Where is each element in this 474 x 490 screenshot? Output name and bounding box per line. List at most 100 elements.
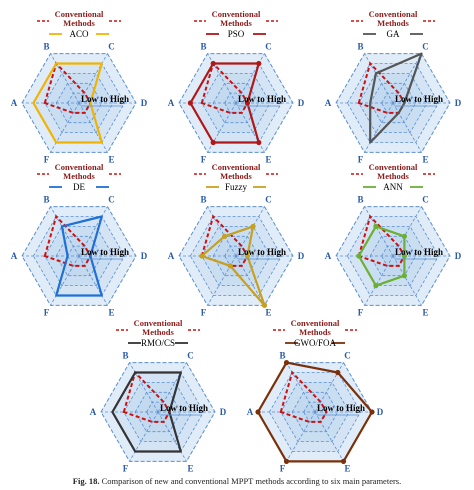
caption-label: Fig. 18. (72, 476, 100, 486)
axis-label-f: F (201, 307, 207, 317)
axis-label-d: D (220, 407, 227, 417)
radar-spoke-f (286, 411, 316, 462)
legend-method-label: Fuzzy (225, 182, 247, 192)
radar-spoke-e (157, 411, 187, 462)
radar-spoke-e (314, 411, 344, 462)
radar-spoke-e (392, 102, 422, 153)
axis-label-a: A (90, 407, 97, 417)
axis-label-d: D (298, 98, 305, 108)
series-rmo-cs (111, 371, 182, 453)
axis-label-c: C (108, 195, 115, 205)
point-fuzzy-a (199, 253, 205, 259)
legend-method-label: ANN (383, 182, 403, 192)
series-de (55, 215, 103, 297)
axis-label-b: B (43, 42, 49, 52)
radar-spoke-e (78, 102, 108, 153)
figure-caption: Fig. 18. Comparison of new and conventio… (0, 476, 474, 490)
legend-conventional-line2: Methods (377, 18, 409, 28)
low-high-label: Low to High (317, 403, 365, 413)
point-pso-a (187, 100, 193, 106)
axis-label-c: C (422, 195, 429, 205)
radar-spoke-f (129, 411, 159, 462)
axis-label-d: D (141, 251, 148, 261)
radar-spoke-c (392, 206, 422, 257)
axis-label-b: B (122, 351, 128, 361)
axis-label-e: E (422, 154, 428, 164)
axis-label-e: E (265, 307, 271, 317)
radar-spoke-b (129, 362, 159, 413)
radar-panel-gwo-foa: A B C D E F Low to High ConventionalMethodsGWO/… (247, 318, 384, 473)
legend-method-label: GWO/FOA (294, 338, 336, 348)
radar-spoke-f (364, 255, 394, 306)
point-gwo-foa-d (369, 409, 375, 415)
axis-label-b: B (357, 42, 363, 52)
radar-spoke-b (50, 53, 80, 104)
point-pso-f (210, 139, 216, 146)
axis-label-f: F (201, 154, 207, 164)
point-gwo-foa-b (283, 360, 290, 366)
radar-panel-rmo-cs: A B C D E F Low to High ConventionalMethodsRMO/… (90, 318, 227, 473)
radar-spoke-c (235, 206, 265, 257)
legend-conventional-line2: Methods (220, 171, 252, 181)
series-conventional (279, 370, 328, 423)
axis-label-d: D (455, 251, 462, 261)
legend-conventional-line2: Methods (220, 18, 252, 28)
low-high-label: Low to High (81, 247, 129, 257)
axis-label-d: D (298, 251, 305, 261)
axis-label-f: F (280, 463, 286, 473)
radar-spoke-e (235, 255, 265, 306)
radar-spoke-c (157, 362, 187, 413)
radar-spoke-f (207, 255, 237, 306)
legend-conventional-line1: Conventional (212, 162, 261, 172)
axis-label-a: A (325, 251, 332, 261)
legend-method-label: RMO/CS (141, 338, 175, 348)
point-ann-c (401, 233, 407, 239)
point-gwo-foa-f (283, 458, 290, 464)
axis-label-b: B (43, 195, 49, 205)
legend-method-label: GA (387, 29, 400, 39)
legend-conventional-line1: Conventional (134, 318, 183, 328)
low-high-label: Low to High (395, 94, 443, 104)
point-ann-e (401, 273, 407, 279)
legend-conventional-line1: Conventional (291, 318, 340, 328)
series-ga (369, 52, 423, 144)
low-high-label: Low to High (238, 94, 286, 104)
caption-text: Comparison of new and conventional MPPT … (101, 476, 402, 486)
radar-spoke-f (364, 102, 394, 153)
point-fuzzy-e (261, 302, 268, 308)
radar-spoke-c (78, 53, 108, 104)
legend-method-label: ACO (69, 29, 89, 39)
axis-label-b: B (279, 351, 285, 361)
point-fuzzy-b (222, 233, 228, 239)
legend-conventional-line1: Conventional (369, 162, 418, 172)
axis-label-c: C (187, 351, 194, 361)
axis-label-b: B (200, 42, 206, 52)
legend-conventional-line2: Methods (63, 171, 95, 181)
low-high-label: Low to High (395, 247, 443, 257)
radar-spoke-b (364, 206, 394, 257)
radar-spoke-c (392, 53, 422, 104)
axis-label-e: E (108, 154, 114, 164)
radar-spoke-e (78, 255, 108, 306)
axis-label-d: D (455, 98, 462, 108)
axis-label-a: A (168, 251, 175, 261)
point-fuzzy-f (227, 263, 233, 269)
point-ann-a (356, 253, 362, 259)
point-ann-b (373, 223, 379, 229)
axis-label-b: B (357, 195, 363, 205)
axis-label-a: A (11, 251, 18, 261)
axis-label-c: C (108, 42, 115, 52)
axis-label-d: D (141, 98, 148, 108)
radar-panel-fuzzy: A B C D E F Low to High ConventionalMethodsFuzz… (168, 162, 305, 317)
axis-label-a: A (325, 98, 332, 108)
radar-spoke-e (392, 255, 422, 306)
axis-label-a: A (168, 98, 175, 108)
radar-spoke-b (364, 53, 394, 104)
point-gwo-foa-c (335, 369, 341, 376)
axis-label-e: E (422, 307, 428, 317)
axis-label-f: F (358, 154, 364, 164)
point-fuzzy-c (250, 223, 256, 229)
